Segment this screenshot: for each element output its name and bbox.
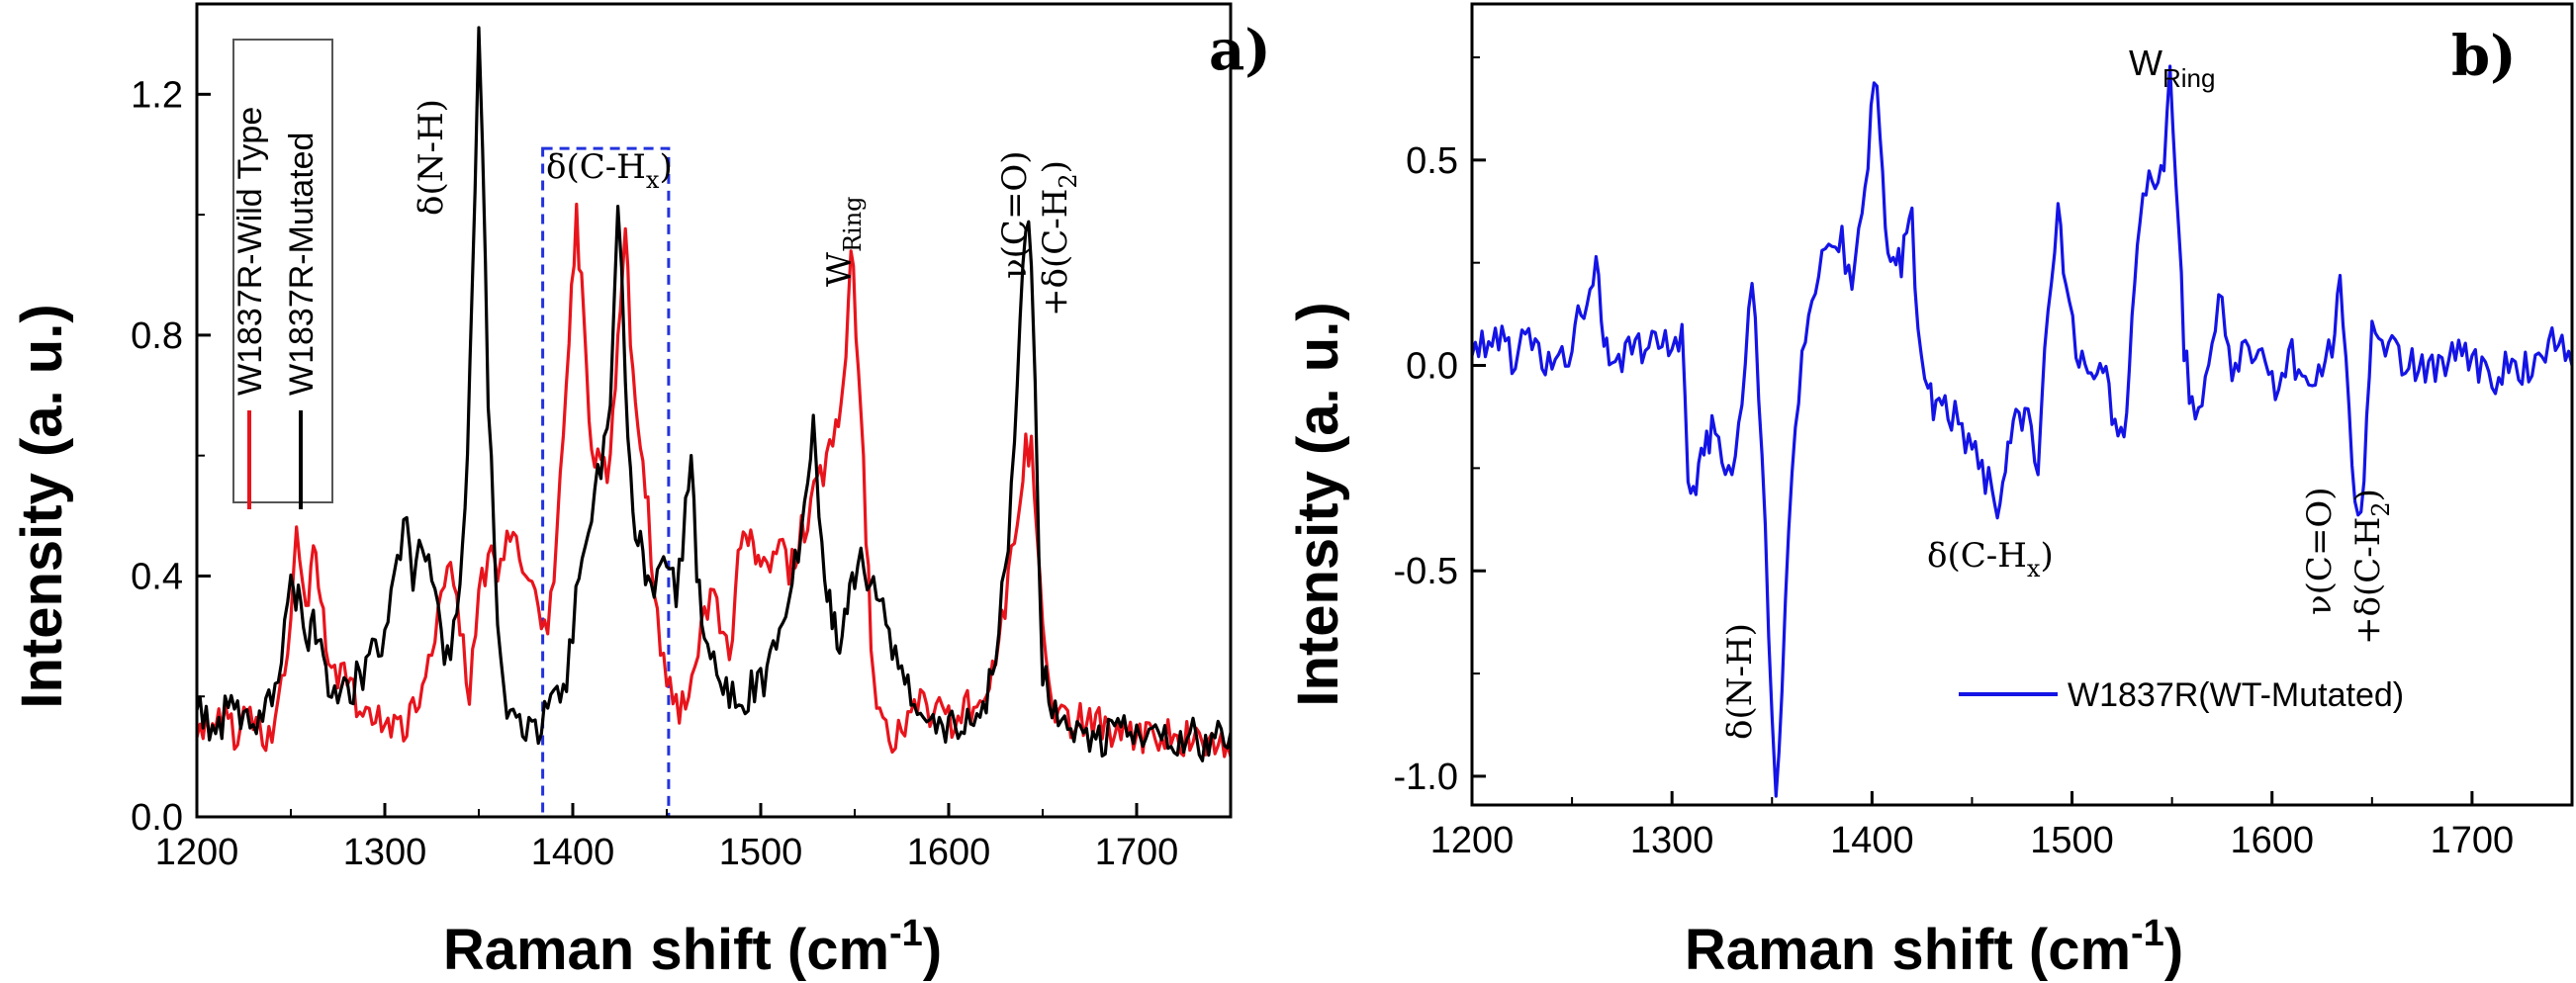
panel-a-series-w1837r-wild-type <box>195 202 1233 759</box>
panel-a-legend: W1837R-Wild Type W1837R-Mutated <box>231 39 333 509</box>
panel-b-series-w1837r-wt-mutated- <box>1470 64 2574 798</box>
panel-a-chart: 1200 1300 1400 1500 1600 1700 0.0 0.4 0.8 1.2 Ra… <box>10 2 1271 982</box>
panel-b-x-tick-label: 1600 <box>2230 820 2314 861</box>
panel-a-annotation-chx: δ(C-Hx) <box>546 147 673 194</box>
panel-b-x-axis-title: Raman shift (cm-1) <box>1685 913 2183 982</box>
panel-a-y-tick-label: 0.0 <box>131 797 183 839</box>
panel-b-chart: 1200 1300 1400 1500 1600 1700 -1.0-0.50.00.5 … <box>1286 2 2574 982</box>
panel-a-x-tick-label: 1600 <box>907 832 991 873</box>
panel-a-x-tick-label: 1400 <box>531 832 615 873</box>
panel-b-y-tick-label: -0.5 <box>1394 551 1458 592</box>
panel-a-y-axis-title: Intensity (a. u.) <box>10 304 74 708</box>
panel-b-legend-label: W1837R(WT-Mutated) <box>2068 676 2404 714</box>
panel-b-annotation-co2: +δ(C-H2) <box>2348 489 2395 645</box>
panel-b-y-tick-label: -1.0 <box>1394 757 1458 798</box>
panel-b-x-tick-label: 1400 <box>1830 820 1914 861</box>
panel-a-plot-frame <box>195 2 1233 819</box>
panel-b-legend: W1837R(WT-Mutated) <box>1959 676 2404 714</box>
panel-b-y-tick-label: 0.0 <box>1406 346 1458 388</box>
panel-a-legend-label-wild-type: W1837R-Wild Type <box>231 107 269 396</box>
panel-b-annotation-nh: δ(N-H) <box>1720 623 1760 740</box>
panel-a-x-tick-label: 1500 <box>719 832 803 873</box>
panel-a-annotation-co2: +δ(C-H2) <box>1036 160 1082 316</box>
panel-a-annotation-nh: δ(N-H) <box>412 99 451 216</box>
panel-b-x-tick-label: 1500 <box>2030 820 2114 861</box>
panel-b-x-tick-label: 1700 <box>2431 820 2515 861</box>
panel-a-series-w1837r-mutated <box>195 26 1233 762</box>
panel-b-y-axis-title: Intensity (a. u.) <box>1286 302 1350 706</box>
panel-a-legend-label-mutated: W1837R-Mutated <box>283 133 321 396</box>
panel-b-label: b) <box>2451 24 2517 89</box>
panel-a-x-tick-label: 1300 <box>343 832 427 873</box>
panel-b-annotation-wring: WRing <box>2129 43 2215 93</box>
panel-a-y-tick-label: 0.8 <box>131 315 183 357</box>
panel-a-y-tick-label: 1.2 <box>131 74 183 116</box>
panel-a-legend-box <box>232 39 333 503</box>
panel-a-annotation-wring: WRing <box>820 196 867 287</box>
panel-a-x-tick-label: 1700 <box>1095 832 1179 873</box>
panel-a-y-tick-label: 0.4 <box>131 556 183 597</box>
panel-b-x-tick-label: 1300 <box>1630 820 1714 861</box>
panel-b-plot-frame <box>1470 2 2574 807</box>
panel-b-x-tick-label: 1200 <box>1430 820 1515 861</box>
panel-b-annotation-co1: ν(C=O) <box>2300 487 2340 615</box>
panel-a-annotation-co1: ν(C=O) <box>995 150 1035 279</box>
panel-b-y-tick-label: 0.5 <box>1406 140 1458 182</box>
panel-a-x-axis-title: Raman shift (cm-1) <box>443 913 942 982</box>
panel-a-highlight-box <box>541 146 671 819</box>
panel-a-label: a) <box>1209 18 1271 83</box>
panel-b-annotation-chx: δ(C-Hx) <box>1927 536 2054 582</box>
panel-a-x-tick-label: 1200 <box>155 832 239 873</box>
